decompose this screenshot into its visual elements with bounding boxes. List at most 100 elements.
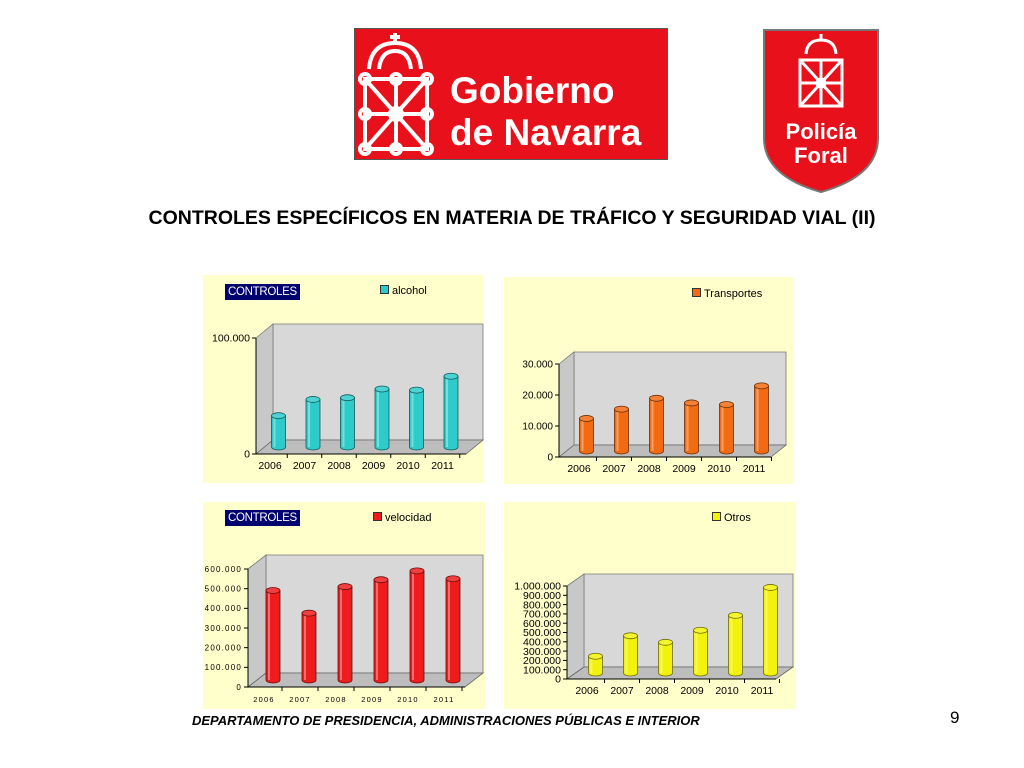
gov-logo-line-2: de Navarra [450, 112, 642, 153]
y-tick-label: 10.000 [522, 422, 553, 433]
x-tick-label: 2010 [396, 460, 420, 472]
y-tick-label: 400.000 [523, 636, 561, 648]
x-tick-label: 2010 [397, 695, 419, 704]
y-tick-label: 600.000 [523, 618, 561, 630]
bar-top [305, 396, 321, 403]
y-tick-label: 30.000 [522, 360, 553, 371]
legend-label: alcohol [392, 285, 427, 297]
legend-swatch [712, 512, 721, 521]
bar [373, 576, 389, 684]
x-tick-label: 2007 [289, 695, 311, 704]
chart-legend: alcohol [380, 285, 427, 297]
chart-transportes: Transportes 0 10.000 20.000 30.000 2006 2007 2… [504, 277, 794, 484]
bar-top [719, 401, 734, 408]
navarra-chains-small-icon [798, 34, 844, 108]
chart-plot: 0100.000200.000300.000400.000500.000600.… [514, 573, 795, 697]
bar [374, 385, 390, 451]
bar-top [754, 382, 769, 390]
y-tick-label: 100.000 [205, 663, 242, 672]
side-wall [255, 323, 274, 455]
x-tick-label: 2007 [610, 685, 634, 697]
bar-top [658, 638, 673, 646]
side-wall [247, 554, 267, 688]
bar-top [409, 567, 425, 575]
bar [445, 575, 461, 684]
bar-top [337, 583, 353, 590]
y-tick-label: 400.000 [205, 604, 242, 613]
plot-area [254, 323, 485, 455]
legend-label: Otros [724, 512, 751, 524]
y-tick-label: 100.000 [523, 664, 561, 676]
x-tick-label: 2010 [715, 685, 739, 697]
bar-top [649, 394, 664, 402]
bar [443, 372, 459, 451]
x-tick-label: 2006 [567, 463, 591, 475]
bar [588, 652, 603, 677]
x-tick-label: 2011 [743, 463, 766, 475]
bar [658, 638, 673, 677]
bar [684, 399, 699, 455]
back-wall [583, 573, 794, 668]
bar [649, 394, 664, 455]
x-tick-label: 2009 [362, 460, 386, 472]
x-tick-label: 2010 [707, 463, 731, 475]
navarra-chains-icon [358, 33, 434, 156]
bar-top [623, 632, 638, 640]
bar-top [693, 626, 708, 634]
chart-plot: 0100.000200.000300.000400.000500.000600.… [205, 554, 485, 704]
y-tick-label: 800.000 [523, 599, 561, 611]
page-number: 9 [950, 708, 960, 727]
gobierno-navarra-logo: Gobierno de Navarra [354, 28, 668, 160]
bar-top [409, 386, 424, 394]
bar-top [445, 575, 461, 583]
bar-top [301, 609, 317, 617]
policia-foral-badge: Policía Foral [762, 28, 880, 194]
bar-top [271, 412, 286, 420]
x-tick-label: 2008 [637, 463, 661, 475]
x-tick-label: 2011 [431, 460, 454, 472]
bar-top [579, 415, 594, 422]
x-tick-label: 2009 [361, 695, 383, 704]
chart-velocidad: CONTROLES velocidad 0 100.000 200.000 300.0… [203, 502, 485, 709]
bar-top [614, 405, 629, 413]
bar-top [684, 399, 699, 407]
bar-top [763, 584, 778, 591]
x-tick-label: 2006 [258, 460, 282, 472]
x-tick-label: 2011 [434, 695, 455, 704]
bar [579, 415, 594, 455]
bar [265, 587, 281, 684]
chart-legend: velocidad [373, 512, 431, 524]
chart-alcohol: CONTROLES alcohol 0 100.000 2006 2007 2008 20… [203, 275, 485, 483]
bar [728, 611, 743, 677]
police-logo-line-2: Foral [794, 143, 848, 168]
y-tick-label: 600.000 [205, 565, 242, 574]
bar-top [374, 385, 390, 393]
side-wall [566, 573, 585, 680]
bar [754, 382, 769, 455]
x-tick-label: 2008 [327, 460, 351, 472]
chart-legend: Otros [712, 512, 751, 524]
bar [719, 401, 734, 455]
y-tick-label: 1.000.000 [514, 581, 561, 593]
x-tick-label: 2008 [325, 695, 347, 704]
bar [409, 567, 425, 684]
department-footer: DEPARTAMENTO DE PRESIDENCIA, ADMINISTRAC… [192, 713, 700, 728]
bar [271, 412, 286, 451]
side-wall [558, 351, 575, 458]
y-tick-label: 700.000 [523, 609, 561, 621]
y-tick-label: 300.000 [523, 646, 561, 658]
bar [409, 386, 424, 451]
chart-plot: 0 100.000 2006 2007 2008 2009 2010 2011 [212, 323, 485, 472]
legend-swatch [380, 285, 389, 294]
y-tick-label: 0 [547, 453, 553, 464]
chart-plot: 0 10.000 20.000 30.000 2006 2007 2008 2009 2010 2… [522, 351, 788, 475]
bar-top [340, 394, 355, 402]
x-tick-label: 2007 [293, 460, 317, 472]
legend-swatch [692, 288, 701, 297]
y-tick-label: 900.000 [523, 590, 561, 602]
x-tick-label: 2009 [672, 463, 696, 475]
y-tick-label: 20.000 [522, 391, 553, 402]
bar [340, 394, 355, 451]
y-tick-label: 300.000 [205, 624, 242, 633]
gov-logo-line-1: Gobierno [450, 70, 615, 111]
